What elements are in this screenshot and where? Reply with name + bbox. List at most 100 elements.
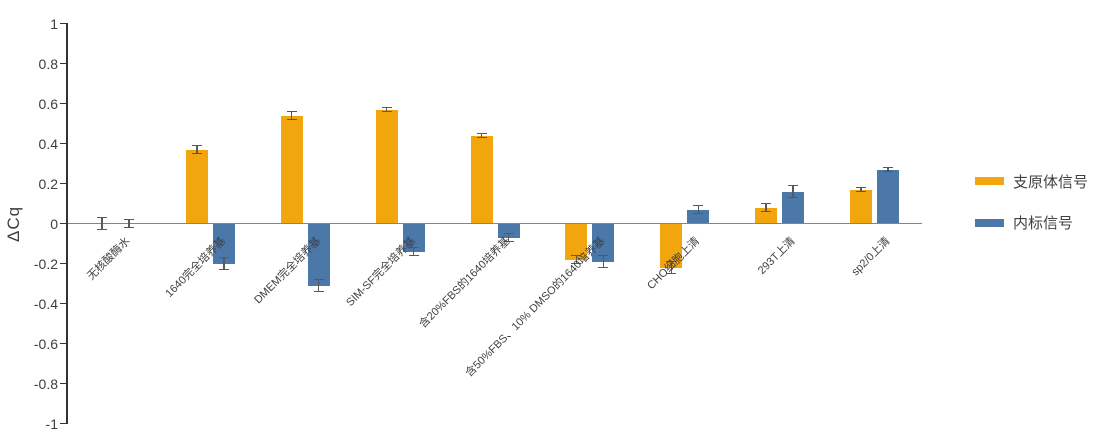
error-bar bbox=[697, 205, 699, 214]
bar-internal-signal bbox=[212, 223, 235, 264]
error-bar-cap bbox=[503, 232, 514, 235]
error-bar-cap bbox=[218, 268, 229, 271]
bar-mycoplasma-signal bbox=[280, 115, 303, 224]
error-bar-cap bbox=[408, 254, 419, 257]
error-bar bbox=[765, 203, 767, 212]
y-tick-mark bbox=[60, 262, 67, 265]
error-bar-cap bbox=[123, 218, 134, 221]
y-tick-label: 0.6 bbox=[38, 95, 58, 112]
error-bar-cap bbox=[218, 256, 229, 259]
error-bar-cap bbox=[598, 254, 609, 257]
error-bar-cap bbox=[883, 170, 894, 173]
error-bar-cap bbox=[286, 118, 297, 121]
y-tick-label: 0.4 bbox=[38, 135, 58, 152]
error-bar-cap bbox=[571, 262, 582, 265]
bar-mycoplasma-signal bbox=[185, 149, 208, 224]
error-bar-cap bbox=[123, 226, 134, 229]
error-bar bbox=[128, 219, 130, 228]
error-bar-cap bbox=[286, 110, 297, 113]
error-bar-cap bbox=[313, 290, 324, 293]
x-category-label: SIM-SF完全培养基 bbox=[343, 234, 418, 309]
error-bar-cap bbox=[191, 152, 202, 155]
error-bar-cap bbox=[693, 212, 704, 215]
error-bar-cap bbox=[381, 106, 392, 109]
error-bar-cap bbox=[571, 254, 582, 257]
y-tick-mark bbox=[60, 182, 67, 185]
error-bar-cap bbox=[503, 240, 514, 243]
error-bar-cap bbox=[96, 228, 107, 231]
bar-mycoplasma-signal bbox=[755, 207, 778, 224]
y-tick-label: -0.6 bbox=[33, 335, 58, 352]
x-category-label: 1640完全培养基 bbox=[163, 234, 228, 300]
x-category-label: sp2/0上清 bbox=[849, 234, 893, 278]
error-bar-cap bbox=[788, 196, 799, 199]
error-bar-cap bbox=[96, 216, 107, 219]
x-category-label: 含20%FBS的1640培养基 bbox=[417, 234, 513, 331]
error-bar bbox=[480, 133, 483, 138]
error-bar bbox=[670, 261, 672, 274]
error-bar bbox=[223, 257, 225, 270]
error-bar bbox=[887, 167, 889, 172]
bar-internal-signal bbox=[497, 223, 520, 238]
y-tick-label: -1 bbox=[45, 415, 58, 432]
error-bar bbox=[385, 107, 388, 112]
error-bar bbox=[196, 145, 198, 154]
bar-mycoplasma-signal bbox=[470, 135, 493, 224]
y-tick-mark bbox=[60, 342, 67, 345]
y-tick-mark bbox=[60, 302, 67, 305]
error-bar-cap bbox=[408, 246, 419, 249]
y-tick-label: -0.2 bbox=[33, 255, 58, 272]
y-tick-mark bbox=[60, 142, 67, 145]
bar-mycoplasma-signal bbox=[565, 223, 588, 260]
legend-label: 支原体信号 bbox=[1013, 173, 1089, 191]
bar-internal-signal bbox=[877, 169, 900, 224]
error-bar-cap bbox=[883, 166, 894, 169]
legend-item-mycoplasma: 支原体信号 bbox=[975, 172, 1089, 191]
y-tick-mark bbox=[60, 382, 67, 385]
y-tick-mark bbox=[60, 62, 67, 65]
error-bar-cap bbox=[666, 272, 677, 275]
error-bar-cap bbox=[788, 184, 799, 187]
y-tick-label: 1 bbox=[50, 15, 58, 32]
error-bar-cap bbox=[598, 266, 609, 269]
y-tick-label: -0.4 bbox=[33, 295, 58, 312]
legend-swatch bbox=[975, 177, 1004, 185]
error-bar-cap bbox=[476, 136, 487, 139]
x-axis-zero-line bbox=[68, 222, 922, 225]
legend-item-internal: 内标信号 bbox=[975, 214, 1073, 232]
error-bar-cap bbox=[191, 144, 202, 147]
error-bar-cap bbox=[856, 190, 867, 193]
error-bar bbox=[412, 247, 415, 256]
y-tick-label: 0.8 bbox=[38, 55, 58, 72]
y-tick-mark bbox=[60, 22, 67, 25]
x-category-label: 293T上清 bbox=[755, 234, 798, 277]
y-axis-spine bbox=[66, 23, 68, 424]
error-bar bbox=[291, 111, 293, 120]
y-tick-label: 0.2 bbox=[38, 175, 58, 192]
x-category-label: 无核酸酶水 bbox=[85, 234, 134, 282]
bar-mycoplasma-signal bbox=[660, 223, 683, 268]
error-bar bbox=[860, 187, 862, 192]
y-tick-label: 0 bbox=[50, 215, 58, 232]
error-bar-cap bbox=[693, 204, 704, 207]
error-bar bbox=[101, 217, 103, 230]
y-tick-label: -0.8 bbox=[33, 375, 58, 392]
error-bar-cap bbox=[761, 210, 772, 213]
error-bar-cap bbox=[313, 278, 324, 281]
y-tick-mark bbox=[60, 102, 67, 105]
bar-internal-signal bbox=[402, 223, 425, 252]
bar-internal-signal bbox=[687, 209, 710, 224]
error-bar-cap bbox=[476, 132, 487, 135]
legend-label: 内标信号 bbox=[1013, 215, 1074, 232]
y-tick-mark bbox=[60, 422, 67, 425]
error-bar bbox=[318, 279, 320, 292]
bar-mycoplasma-signal bbox=[850, 189, 873, 224]
error-bar bbox=[507, 233, 510, 242]
bar-internal-signal bbox=[592, 223, 615, 262]
y-tick-mark bbox=[60, 222, 67, 225]
error-bar-cap bbox=[381, 110, 392, 113]
error-bar bbox=[575, 255, 578, 264]
error-bar bbox=[792, 185, 794, 198]
legend-swatch bbox=[975, 218, 1004, 227]
